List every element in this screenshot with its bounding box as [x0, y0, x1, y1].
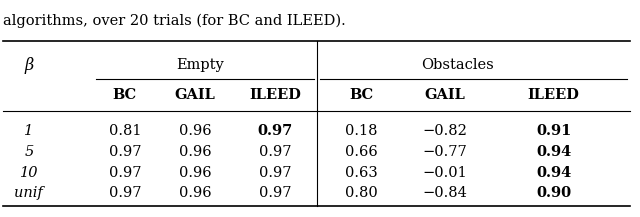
Text: 0.94: 0.94 [536, 145, 572, 159]
Text: 0.63: 0.63 [345, 166, 378, 179]
Text: 0.90: 0.90 [536, 186, 571, 200]
Text: 0.91: 0.91 [536, 124, 572, 138]
Text: 0.97: 0.97 [109, 145, 141, 159]
Text: −0.77: −0.77 [422, 145, 467, 159]
Text: Obstacles: Obstacles [421, 58, 494, 72]
Text: 0.18: 0.18 [346, 124, 378, 138]
Text: 0.96: 0.96 [179, 124, 211, 138]
Text: 0.96: 0.96 [179, 145, 211, 159]
Text: −0.82: −0.82 [422, 124, 467, 138]
Text: −0.01: −0.01 [422, 166, 467, 179]
Text: BC: BC [349, 89, 374, 102]
Text: GAIL: GAIL [424, 89, 465, 102]
Text: 10: 10 [20, 166, 38, 179]
Text: 0.97: 0.97 [259, 166, 291, 179]
Text: 0.97: 0.97 [259, 186, 291, 200]
Text: ILEED: ILEED [527, 89, 580, 102]
Text: 1: 1 [24, 124, 33, 138]
Text: 5: 5 [24, 145, 33, 159]
Text: BC: BC [113, 89, 137, 102]
Text: 0.96: 0.96 [179, 186, 211, 200]
Text: 0.97: 0.97 [259, 145, 291, 159]
Text: −0.84: −0.84 [422, 186, 467, 200]
Text: Empty: Empty [176, 58, 224, 72]
Text: GAIL: GAIL [175, 89, 216, 102]
Text: 0.97: 0.97 [109, 166, 141, 179]
Text: unif: unif [15, 186, 43, 200]
Text: 0.96: 0.96 [179, 166, 211, 179]
Text: 0.97: 0.97 [109, 186, 141, 200]
Text: 0.97: 0.97 [257, 124, 293, 138]
Text: 0.81: 0.81 [109, 124, 141, 138]
Text: algorithms, over 20 trials (for BC and ILEED).: algorithms, over 20 trials (for BC and I… [3, 14, 346, 28]
Text: ILEED: ILEED [249, 89, 301, 102]
Text: 0.80: 0.80 [345, 186, 378, 200]
Text: β: β [24, 57, 33, 74]
Text: 0.66: 0.66 [345, 145, 378, 159]
Text: 0.94: 0.94 [536, 166, 572, 179]
